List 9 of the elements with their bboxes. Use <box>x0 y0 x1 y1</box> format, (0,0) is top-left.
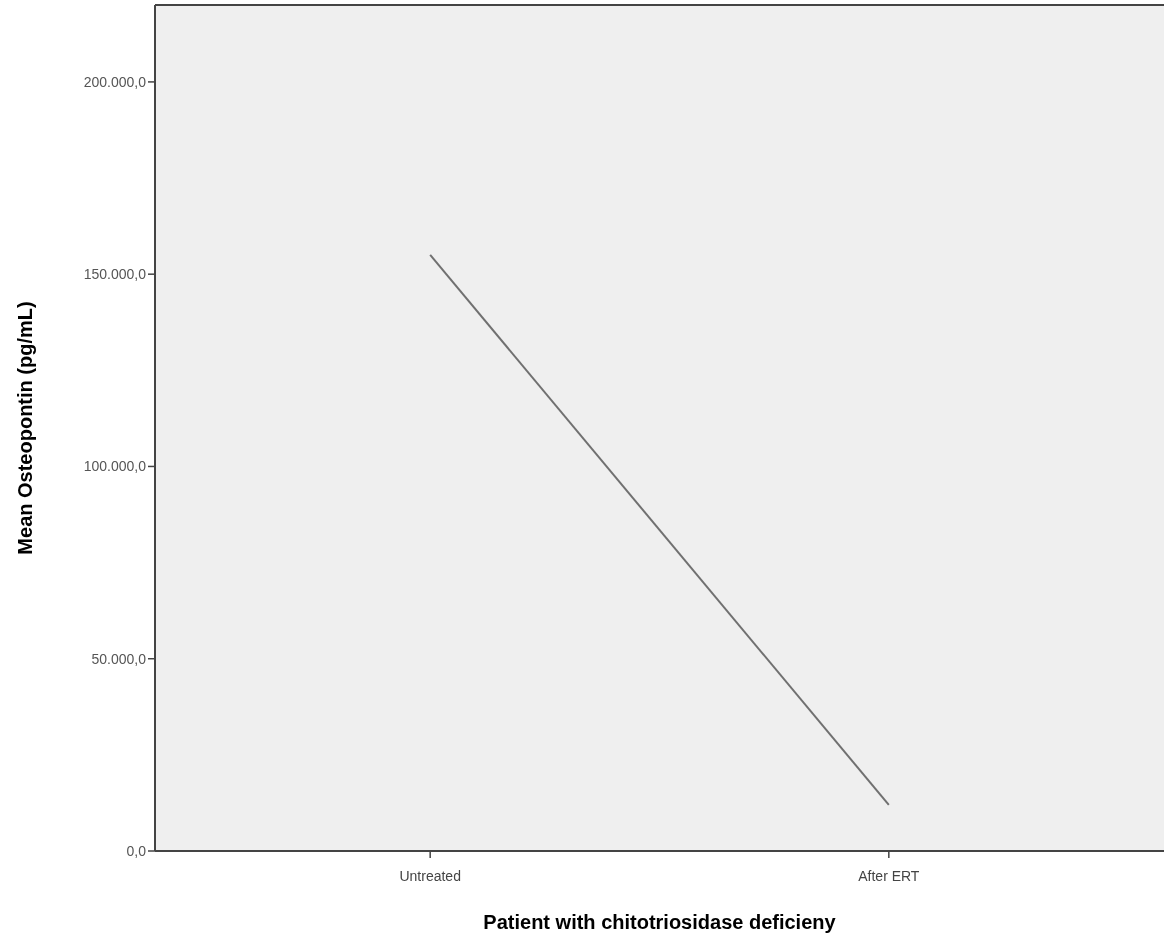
x-tick-label: Untreated <box>399 868 461 884</box>
x-tick-label: After ERT <box>858 868 920 884</box>
y-tick-label: 150.000,0 <box>83 266 147 283</box>
y-axis-title: Mean Osteopontin (pg/mL) <box>14 301 36 555</box>
y-tick-label: 0,0 <box>126 842 147 859</box>
y-tick-label: 50.000,0 <box>91 650 147 667</box>
y-tick-label: 100.000,0 <box>83 458 147 475</box>
y-tick-label: 200.000,0 <box>83 73 147 90</box>
x-axis-title: Patient with chitotriosidase deficieny <box>483 911 837 933</box>
